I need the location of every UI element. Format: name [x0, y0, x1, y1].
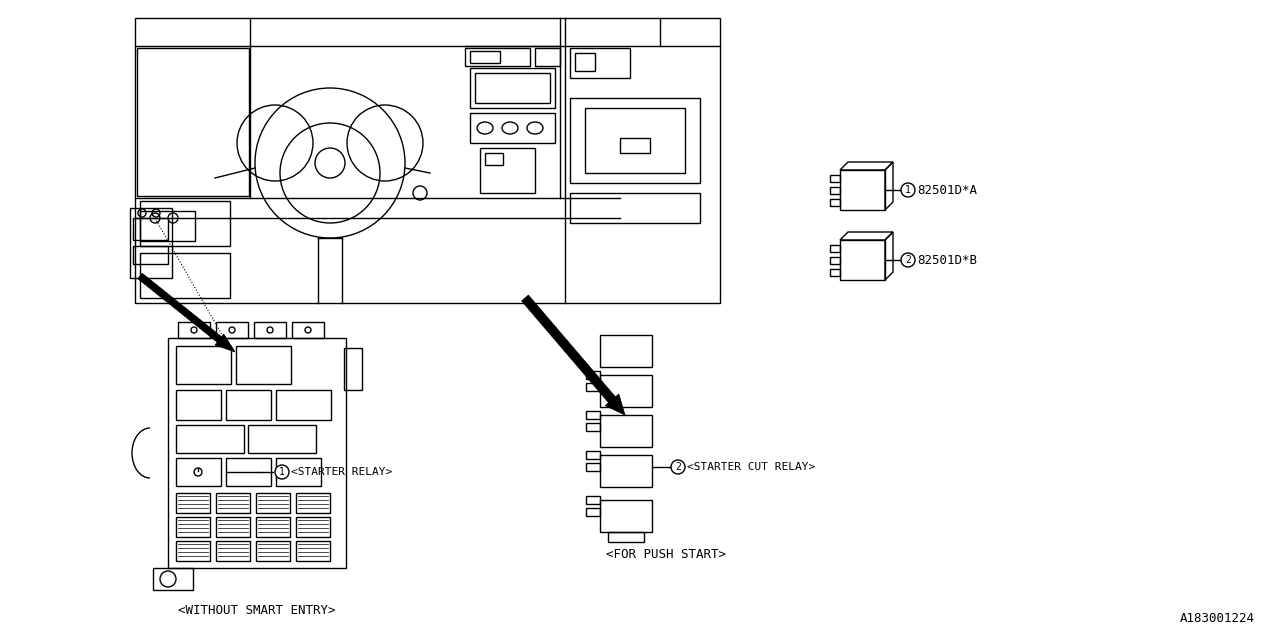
Bar	[253, 322, 285, 338]
Bar	[133, 246, 168, 264]
Bar	[177, 458, 221, 486]
Bar	[178, 322, 210, 338]
Bar	[600, 375, 652, 407]
Bar	[227, 390, 271, 420]
Bar	[586, 411, 600, 419]
Bar	[600, 500, 652, 532]
Polygon shape	[138, 273, 236, 352]
Bar	[177, 517, 210, 537]
Circle shape	[901, 183, 915, 197]
Circle shape	[901, 253, 915, 267]
Bar	[296, 493, 330, 513]
Bar	[465, 48, 530, 66]
Text: 82501D*A: 82501D*A	[916, 184, 977, 196]
Bar	[177, 493, 210, 513]
Bar	[344, 348, 362, 390]
Bar	[140, 211, 195, 241]
Bar	[276, 390, 332, 420]
Bar	[296, 541, 330, 561]
Bar	[177, 390, 221, 420]
Circle shape	[671, 460, 685, 474]
Bar	[586, 508, 600, 516]
Bar	[570, 98, 700, 183]
Bar	[140, 253, 230, 298]
Bar	[608, 532, 644, 542]
Text: 1: 1	[905, 185, 911, 195]
Text: <FOR PUSH START>: <FOR PUSH START>	[605, 548, 726, 561]
Bar	[586, 423, 600, 431]
Text: <WITHOUT SMART ENTRY>: <WITHOUT SMART ENTRY>	[178, 604, 335, 616]
Bar	[177, 346, 230, 384]
Bar	[586, 371, 600, 379]
Bar	[475, 73, 550, 103]
Bar	[840, 240, 884, 280]
Bar	[586, 496, 600, 504]
Bar	[600, 455, 652, 487]
Bar	[256, 517, 291, 537]
Bar	[470, 51, 500, 63]
Bar	[216, 541, 250, 561]
Bar	[248, 425, 316, 453]
Bar	[570, 48, 630, 78]
Bar	[216, 517, 250, 537]
Bar	[296, 517, 330, 537]
Bar	[485, 153, 503, 165]
Bar	[216, 322, 248, 338]
Text: 2: 2	[675, 462, 681, 472]
Bar	[133, 218, 168, 240]
Bar	[585, 108, 685, 173]
Text: A183001224: A183001224	[1180, 612, 1254, 625]
Text: 82501D*B: 82501D*B	[916, 253, 977, 266]
Bar	[829, 269, 840, 276]
Text: 2: 2	[905, 255, 911, 265]
Bar	[586, 383, 600, 391]
Bar	[600, 415, 652, 447]
Bar	[470, 113, 556, 143]
Bar	[276, 458, 321, 486]
Text: 1: 1	[279, 467, 285, 477]
Bar	[177, 425, 244, 453]
Bar	[227, 458, 271, 486]
Polygon shape	[521, 295, 625, 415]
Bar	[535, 48, 561, 66]
Bar	[829, 257, 840, 264]
Bar	[840, 170, 884, 210]
Bar	[216, 493, 250, 513]
Bar	[620, 138, 650, 153]
Bar	[829, 245, 840, 252]
Text: <STARTER CUT RELAY>: <STARTER CUT RELAY>	[687, 462, 815, 472]
Bar	[256, 493, 291, 513]
Bar	[829, 187, 840, 194]
Bar	[137, 48, 250, 196]
Bar	[586, 451, 600, 459]
Bar	[829, 199, 840, 206]
Bar	[575, 53, 595, 71]
Text: <STARTER RELAY>: <STARTER RELAY>	[291, 467, 392, 477]
Bar	[140, 201, 230, 246]
Bar	[168, 338, 346, 568]
Circle shape	[275, 465, 289, 479]
Bar	[480, 148, 535, 193]
Bar	[570, 193, 700, 223]
Bar	[829, 175, 840, 182]
Bar	[586, 463, 600, 471]
Bar	[177, 541, 210, 561]
Bar	[256, 541, 291, 561]
Bar	[236, 346, 291, 384]
Bar	[154, 568, 193, 590]
Bar	[470, 68, 556, 108]
Bar	[292, 322, 324, 338]
Bar	[600, 335, 652, 367]
